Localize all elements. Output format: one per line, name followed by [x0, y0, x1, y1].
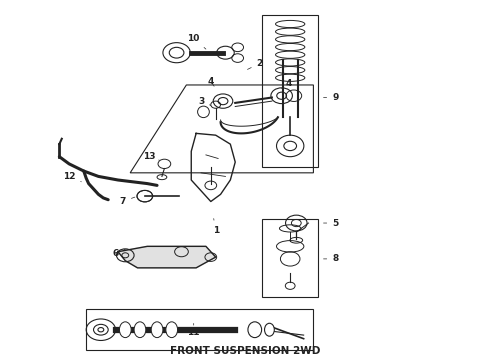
- Text: 6: 6: [112, 249, 125, 258]
- Text: 3: 3: [198, 96, 211, 105]
- Ellipse shape: [265, 323, 274, 336]
- Text: 1: 1: [213, 219, 219, 235]
- Bar: [262, 15, 318, 167]
- Text: FRONT SUSPENSION 2WD: FRONT SUSPENSION 2WD: [170, 346, 320, 356]
- Ellipse shape: [151, 322, 163, 338]
- Text: 8: 8: [323, 255, 339, 264]
- Polygon shape: [118, 246, 216, 268]
- Ellipse shape: [120, 322, 131, 338]
- Ellipse shape: [248, 322, 262, 338]
- Ellipse shape: [166, 322, 177, 338]
- Text: 12: 12: [63, 172, 81, 182]
- Text: 13: 13: [144, 152, 159, 161]
- Text: 4: 4: [208, 77, 214, 86]
- Text: 10: 10: [188, 34, 206, 49]
- Text: 2: 2: [247, 59, 263, 69]
- Text: 7: 7: [120, 197, 135, 206]
- Bar: [86, 309, 314, 350]
- Text: 9: 9: [323, 93, 339, 102]
- Ellipse shape: [134, 322, 146, 338]
- Text: 5: 5: [323, 219, 339, 228]
- Text: 4: 4: [282, 79, 292, 89]
- Text: 11: 11: [188, 323, 200, 337]
- Bar: [262, 220, 318, 297]
